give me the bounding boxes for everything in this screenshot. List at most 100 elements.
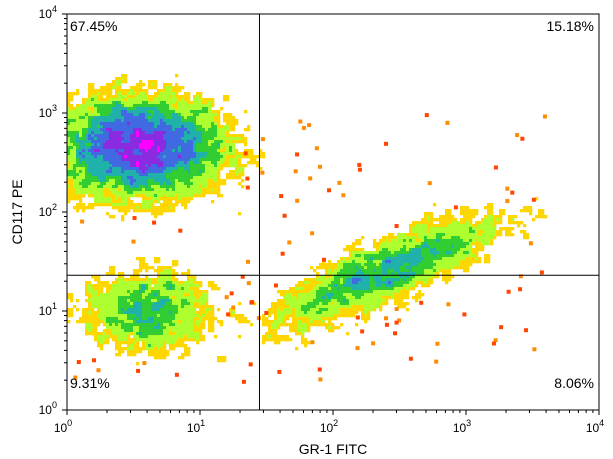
density-cell [505,230,509,234]
density-cell [208,149,212,153]
density-cell [319,302,323,306]
density-cell [343,296,347,300]
density-cell [178,293,182,297]
density-cell [115,200,119,204]
density-cell [196,290,200,294]
density-cell [508,227,512,231]
density-cell [190,191,194,195]
density-cell [214,284,218,288]
density-cell [91,167,95,171]
density-cell [166,110,170,114]
density-cell [172,182,176,186]
density-cell [106,107,110,111]
density-cell [178,104,182,108]
density-cell [154,209,158,213]
density-cell [214,119,218,123]
density-cell [79,146,83,150]
density-cell [532,218,536,222]
density-cell [295,302,299,306]
density-cell [112,158,116,162]
density-cell [178,140,182,144]
y-tick-label: 100 [39,400,57,417]
density-cell [370,263,374,267]
density-cell [172,197,176,201]
density-cell [430,248,434,252]
density-cell [289,311,293,315]
density-cell [364,299,368,303]
density-cell [145,158,149,162]
density-cell [385,236,389,240]
density-cell [139,92,143,96]
density-cell [298,311,302,315]
density-cell [139,206,143,210]
density-cell [190,314,194,318]
density-cell [175,314,179,318]
density-cell [130,281,134,285]
density-cell [154,302,158,306]
density-cell [151,179,155,183]
density-cell [334,296,338,300]
density-cell [145,167,149,171]
density-cell [364,302,368,306]
density-cell [442,260,446,264]
density-cell [88,137,92,141]
density-cell [421,263,425,267]
density-cell [457,266,461,270]
density-cell [361,308,365,312]
scatter-point [539,270,544,275]
density-cell [238,173,242,177]
density-cell [421,293,425,297]
density-cell [175,260,179,264]
density-cell [166,146,170,150]
density-cell [160,269,164,273]
density-cell [394,284,398,288]
density-cell [67,320,71,324]
density-cell [88,134,92,138]
density-cell [136,188,140,192]
density-cell [373,296,377,300]
density-cell [394,248,398,252]
density-cell [376,257,380,261]
density-cell [214,287,218,291]
density-cell [379,260,383,264]
density-cell [172,92,176,96]
density-cell [370,308,374,312]
density-cell [319,290,323,294]
density-cell [175,122,179,126]
density-cell [211,167,215,171]
density-cell [196,332,200,336]
density-cell [406,239,410,243]
density-cell [190,194,194,198]
density-cell [196,140,200,144]
density-cell [295,314,299,318]
density-cell [400,284,404,288]
density-cell [148,296,152,300]
density-cell [346,308,350,312]
density-cell [199,149,203,153]
density-cell [127,287,131,291]
density-cell [91,149,95,153]
scatter-point [424,113,429,118]
density-cell [451,218,455,222]
density-cell [193,104,197,108]
density-cell [115,290,119,294]
density-cell [100,119,104,123]
density-cell [469,215,473,219]
density-cell [169,101,173,105]
density-cell [181,338,185,342]
density-cell [181,332,185,336]
density-cell [151,107,155,111]
density-cell [340,281,344,285]
density-cell [115,110,119,114]
density-cell [145,131,149,135]
density-cell [220,323,224,327]
density-cell [181,119,185,123]
density-cell [163,188,167,192]
density-cell [244,137,248,141]
density-cell [163,194,167,198]
density-cell [196,326,200,330]
density-cell [94,167,98,171]
density-cell [448,242,452,246]
density-cell [151,167,155,171]
density-cell [85,158,89,162]
